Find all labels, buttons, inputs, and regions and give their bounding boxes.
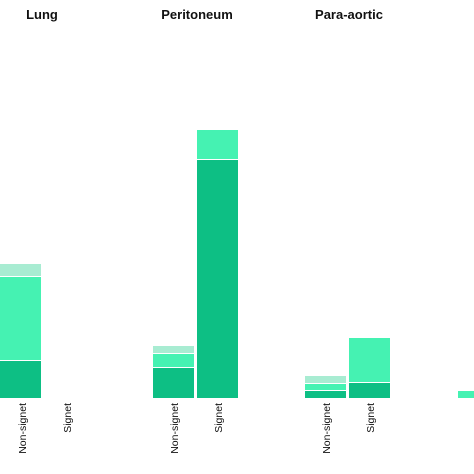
category-tick-labels: Non-signet Signet Non-signet Signet Non-… (17, 403, 377, 454)
tick-label-lung-non-signet: Non-signet (17, 403, 29, 454)
bar-segment-p1-c0-s2 (153, 346, 194, 353)
bar-segment-p2-c0-s0 (305, 391, 346, 398)
bar-segment-p1-c0-s0 (153, 368, 194, 398)
panel-title-lung: Lung (26, 7, 58, 22)
bar-segment-p2-c1-s1 (349, 338, 390, 382)
bar-segment-p2-c0-s2 (305, 376, 346, 383)
bar-segment-p2-c1-s0 (349, 383, 390, 398)
tick-label-para-aortic-non-signet: Non-signet (321, 403, 333, 454)
tick-label-lung-signet: Signet (62, 403, 74, 433)
panel-title-para-aortic: Para-aortic (315, 7, 383, 22)
panel-title-peritoneum: Peritoneum (161, 7, 233, 22)
bar-segment-p3-c0-s0 (458, 391, 474, 398)
bar-segment-p1-c1-s1 (197, 130, 238, 159)
bar-segment-p0-c0-s0 (0, 361, 41, 398)
bar-segment-p1-c0-s1 (153, 354, 194, 367)
tick-label-para-aortic-signet: Signet (365, 403, 377, 433)
tick-label-peritoneum-signet: Signet (213, 403, 225, 433)
bar-segment-p1-c1-s0 (197, 160, 238, 398)
bar-segment-p0-c0-s2 (0, 264, 41, 276)
bars (0, 130, 474, 398)
panel-titles: Lung Peritoneum Para-aortic (26, 7, 383, 22)
bar-segment-p2-c0-s1 (305, 384, 346, 390)
bar-segment-p0-c0-s1 (0, 277, 41, 360)
tick-label-peritoneum-non-signet: Non-signet (169, 403, 181, 454)
